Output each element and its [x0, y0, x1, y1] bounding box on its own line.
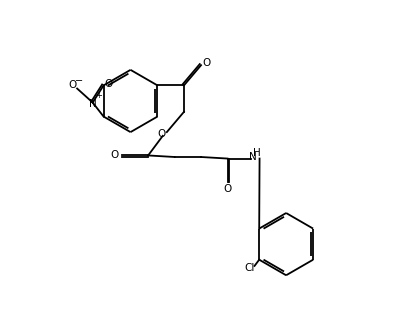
- Text: H: H: [253, 148, 260, 158]
- Text: Cl: Cl: [245, 263, 255, 273]
- Text: O: O: [202, 58, 211, 68]
- Text: O: O: [68, 80, 77, 90]
- Text: O: O: [104, 79, 112, 89]
- Text: N: N: [250, 152, 257, 162]
- Text: $\mathregular{N}$: $\mathregular{N}$: [88, 96, 97, 109]
- Text: O: O: [157, 129, 165, 139]
- Text: $-$: $-$: [74, 73, 83, 84]
- Text: +: +: [95, 91, 102, 100]
- Text: O: O: [111, 150, 119, 160]
- Text: O: O: [223, 184, 232, 194]
